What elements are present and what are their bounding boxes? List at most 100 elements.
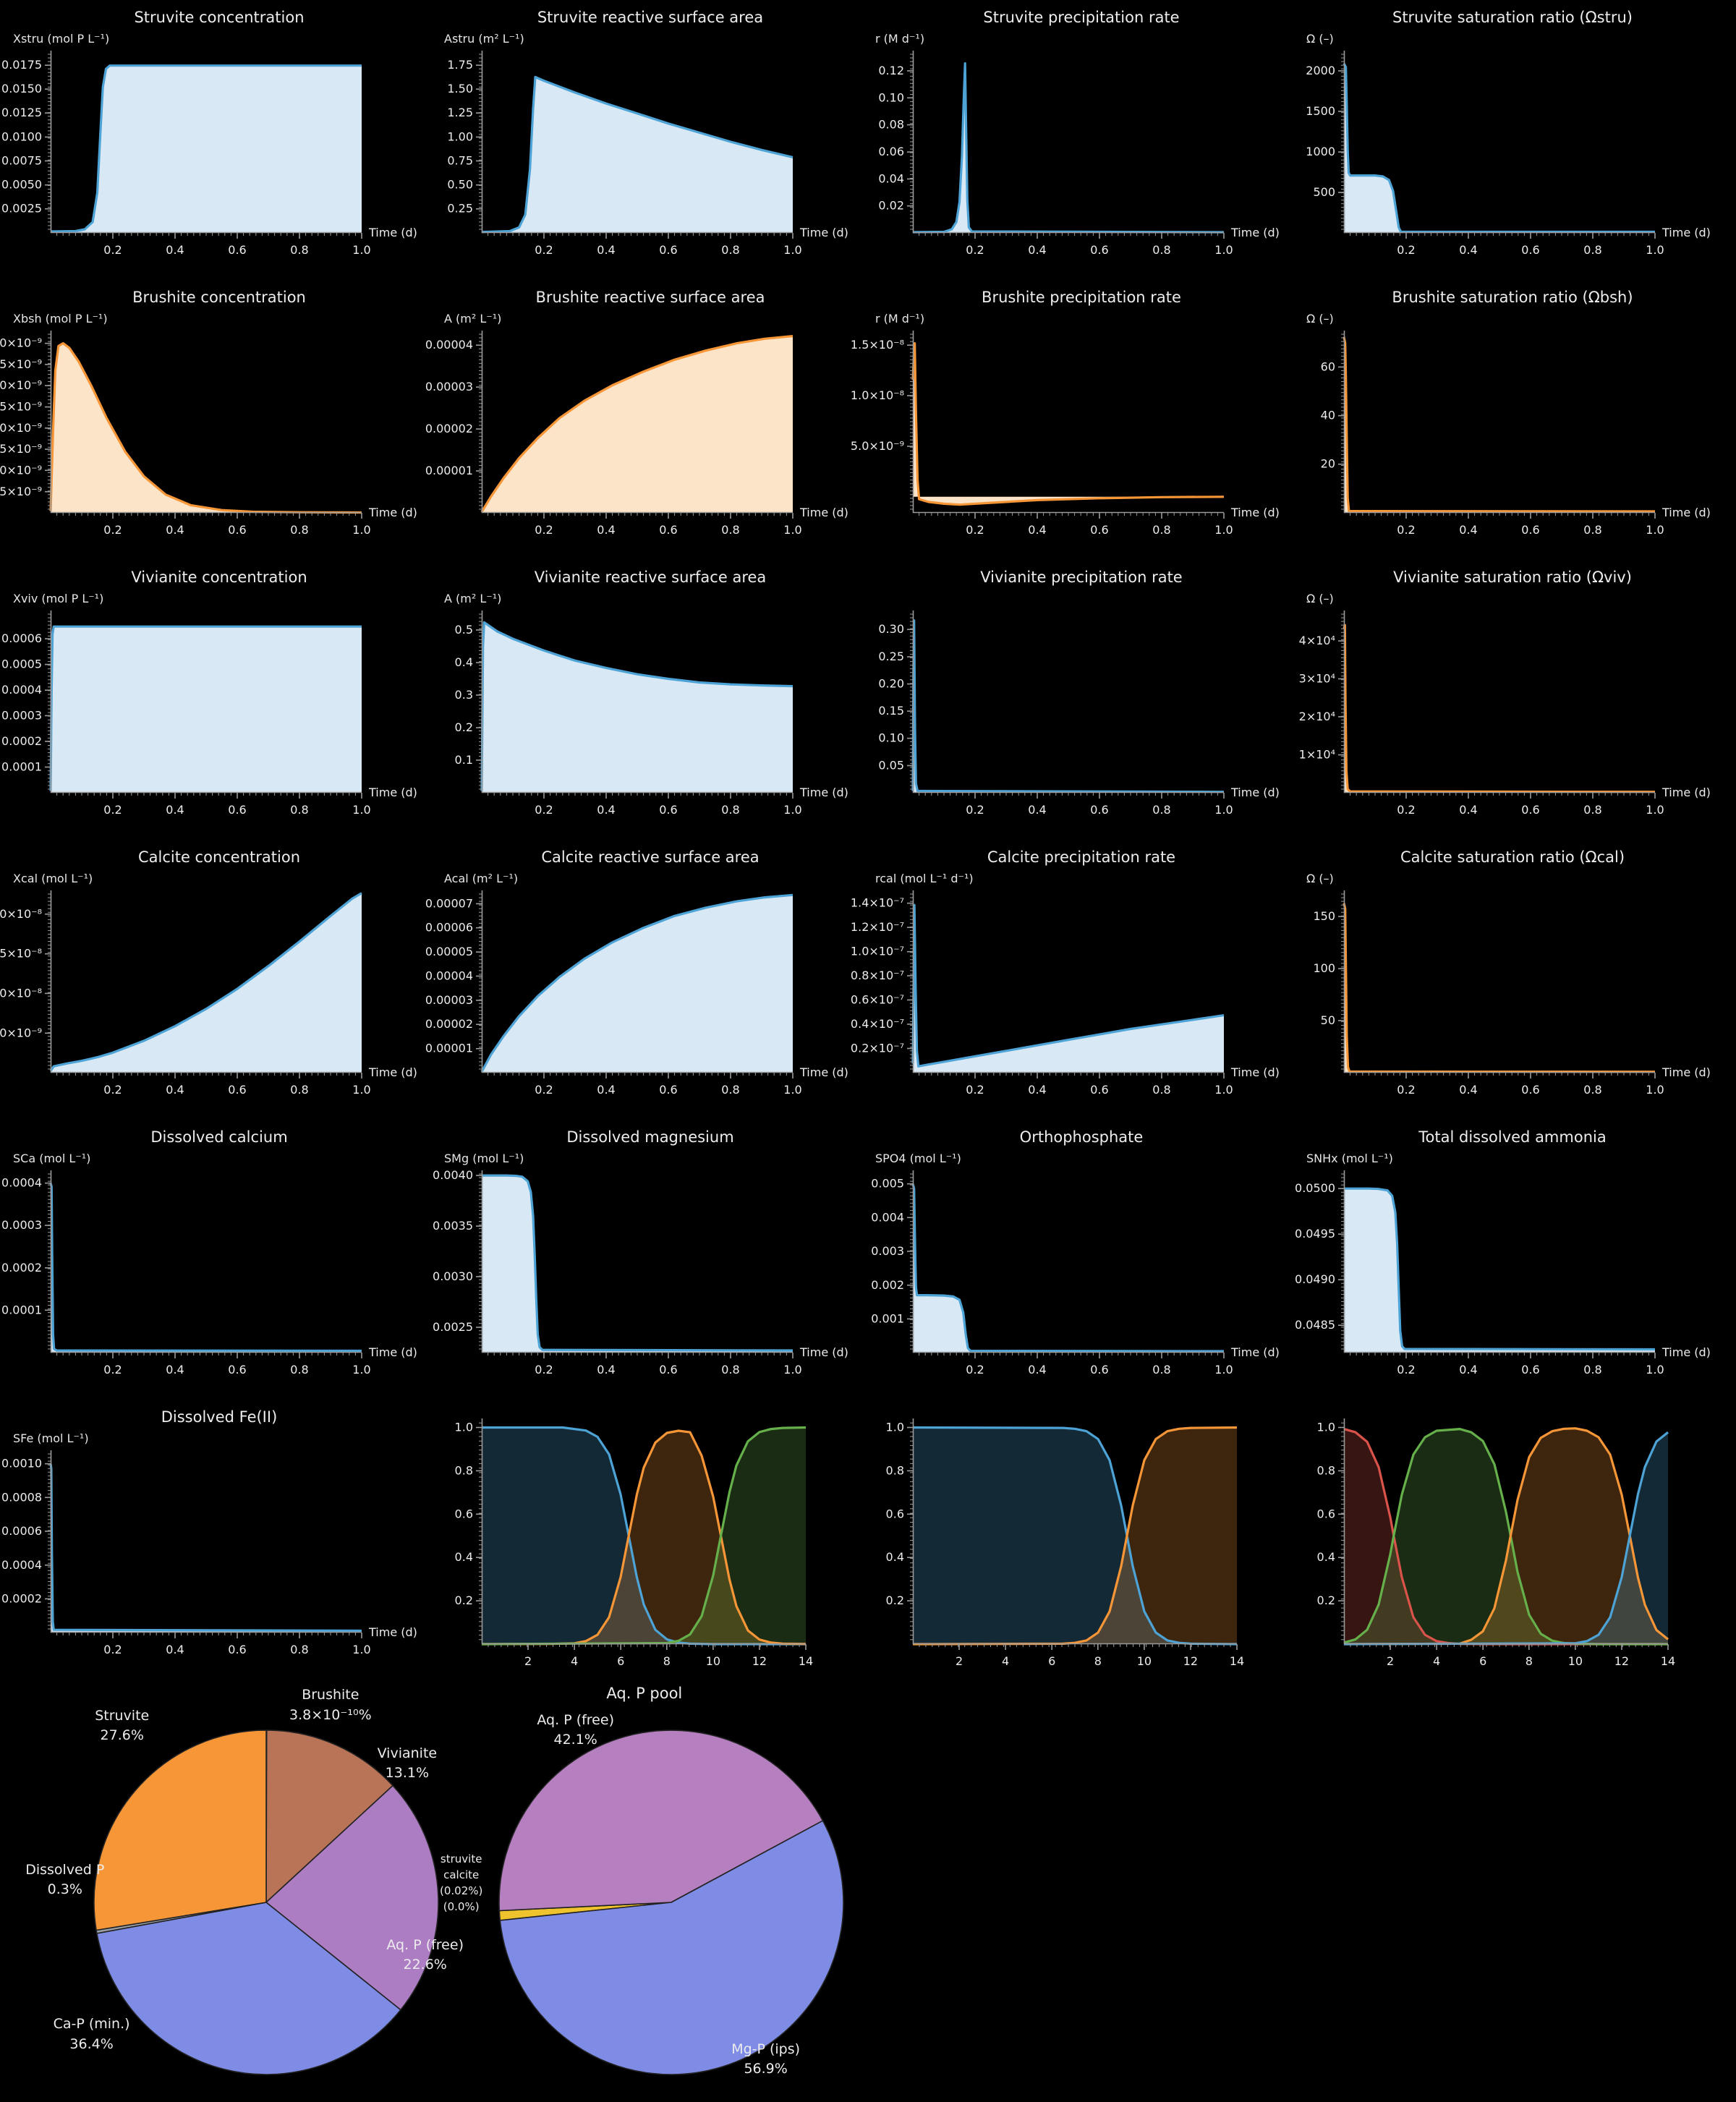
y-axis-label: SCa (mol L⁻¹): [13, 1152, 91, 1165]
x-tick-label: 1.0: [1214, 1363, 1233, 1376]
x-tick-label: 1.0: [1646, 523, 1664, 537]
y-tick-label: 0.2: [455, 1593, 473, 1607]
y-tick-label: 5.0×10⁻⁹: [0, 1026, 42, 1039]
y-tick-label: 0.0050: [1, 178, 42, 192]
y-tick-label: 0.0500: [1295, 1181, 1335, 1195]
y-tick-label: 0.06: [878, 145, 904, 158]
chart-canvas: 0.2 0.4 0.6 0.8 1.0 0.00007 0.00006 0.00005 0.00…: [425, 890, 848, 1097]
y-tick-label: 0.00004: [425, 969, 473, 982]
subplot-brushite-precipitation-rate: Brushite precipitation rate r (M d⁻¹) 0.2 0…: [851, 284, 1299, 564]
x-tick-label: 0.2: [535, 1363, 553, 1376]
chart-canvas: 0.2 0.4 0.6 0.8 1.0 1.5×10⁻⁸ 1.0×10⁻⁸ 5.0×10⁻⁹ T…: [851, 331, 1280, 537]
x-tick-label: 0.4: [166, 1363, 184, 1376]
x-tick-label: 0.2: [1397, 1083, 1415, 1097]
x-axis-label: Time (d): [368, 1345, 417, 1359]
x-tick-label: 0.2: [966, 1083, 984, 1097]
pie-label: Struvite 27.6%: [95, 1707, 150, 1744]
x-tick-label: 4: [1002, 1654, 1009, 1668]
y-tick-label: 0.2: [455, 720, 473, 734]
y-tick-label: 0.8: [886, 1463, 904, 1477]
pie-slice-aq-p-free-: [498, 1729, 824, 1912]
y-tick-label: 1.50: [447, 82, 473, 95]
x-axis-label: Time (d): [1661, 786, 1711, 799]
y-tick-label: 20: [1321, 457, 1335, 471]
y-tick-label: 0.0003: [1, 708, 42, 722]
x-tick-label: 8: [1094, 1654, 1102, 1668]
y-tick-label: 0.0125: [1, 106, 42, 119]
chart-title: Calcite precipitation rate: [987, 848, 1176, 866]
x-tick-label: 10: [1568, 1654, 1583, 1668]
y-tick-label: 2000: [1306, 64, 1335, 77]
x-tick-label: 0.6: [228, 803, 246, 817]
x-tick-label: 0.8: [721, 1083, 739, 1097]
chart-canvas: 2 4 6 8 10 12 14 1.0 0.8 0.6 0.4 0.2: [1317, 1418, 1675, 1668]
x-tick-label: 0.8: [1583, 1083, 1601, 1097]
pie-label: Dissolved P 0.3%: [25, 1861, 105, 1898]
x-tick-label: 1.0: [1646, 243, 1664, 257]
y-tick-label: 1.0×10⁻⁸: [0, 986, 42, 1000]
pie-title: Aq. P pool: [606, 1685, 683, 1702]
x-axis-label: Time (d): [799, 226, 848, 239]
x-axis-label: Time (d): [1230, 1065, 1280, 1079]
x-tick-label: 0.2: [103, 1643, 122, 1656]
subplot-vivianite-saturation-ratio: Vivianite saturation ratio (Ωviv) Ω (–) 0.…: [1299, 564, 1730, 844]
x-tick-label: 1.0: [1646, 1363, 1664, 1376]
y-tick-label: 0.2×10⁻⁷: [851, 1041, 904, 1055]
x-tick-label: 1.0: [783, 243, 801, 257]
y-tick-label: 2.0×10⁻⁹: [0, 421, 42, 435]
y-tick-label: 1.2×10⁻⁷: [851, 920, 904, 934]
x-tick-label: 6: [617, 1654, 624, 1668]
y-tick-label: 0.0075: [1, 153, 42, 167]
x-tick-label: 0.4: [597, 803, 615, 817]
chart-canvas: 0.2 0.4 0.6 0.8 1.0 1.4×10⁻⁷ 1.2×10⁻⁷ 1.0×10⁻⁷ 0…: [851, 890, 1280, 1097]
x-tick-label: 1.0: [352, 803, 370, 817]
y-tick-label: 0.0035: [433, 1219, 473, 1233]
x-tick-label: 1.0: [1646, 803, 1664, 817]
x-tick-label: 0.6: [1521, 243, 1539, 257]
pie-canvas: [93, 1729, 439, 2075]
x-axis-label: Time (d): [799, 1345, 848, 1359]
y-tick-label: 0.08: [878, 118, 904, 132]
y-tick-label: 0.0010: [1, 1457, 42, 1471]
chart-title: Struvite precipitation rate: [983, 9, 1180, 26]
y-tick-label: 1.75: [447, 58, 473, 72]
x-tick-label: 0.8: [290, 803, 308, 817]
pie-label: struvite calcite (0.02%) (0.0%): [440, 1852, 483, 1913]
x-tick-label: 0.2: [535, 523, 553, 537]
x-tick-label: 0.6: [659, 1363, 677, 1376]
pie-label: Brushite 3.8×10⁻¹⁰%: [289, 1687, 372, 1723]
y-tick-label: 0.4×10⁻⁷: [851, 1017, 904, 1031]
x-tick-label: 0.8: [1152, 1363, 1170, 1376]
x-tick-label: 0.6: [659, 1083, 677, 1097]
subplot-calcite-surface-area: Calcite reactive surface area Acal (m² L⁻…: [425, 844, 868, 1124]
x-tick-label: 0.4: [1459, 523, 1477, 537]
y-tick-label: 4×10⁴: [1299, 634, 1335, 647]
x-tick-label: 0.4: [166, 243, 184, 257]
y-tick-label: 0.10: [878, 731, 904, 745]
y-tick-label: 0.05: [878, 758, 904, 772]
x-axis-label: Time (d): [368, 226, 417, 239]
x-tick-label: 0.2: [966, 243, 984, 257]
y-tick-label: 0.0040: [433, 1168, 473, 1182]
x-tick-label: 0.2: [1397, 523, 1415, 537]
chart-title: Dissolved magnesium: [566, 1128, 734, 1146]
y-tick-label: 1.0: [886, 1420, 904, 1434]
y-tick-label: 0.0495: [1295, 1227, 1335, 1241]
y-tick-label: 1.0×10⁻⁹: [0, 463, 42, 477]
y-tick-label: 0.002: [871, 1278, 904, 1292]
x-tick-label: 6: [1048, 1654, 1055, 1668]
y-tick-label: 0.10: [878, 90, 904, 104]
x-tick-label: 0.8: [290, 1363, 308, 1376]
x-tick-label: 14: [1661, 1654, 1675, 1668]
x-tick-label: 12: [1614, 1654, 1629, 1668]
y-tick-label: 0.30: [878, 622, 904, 636]
y-tick-label: 0.50: [447, 178, 473, 192]
chart-title: Brushite precipitation rate: [982, 289, 1181, 306]
y-tick-label: 1×10⁴: [1299, 748, 1335, 762]
chart-canvas: 0.2 0.4 0.6 0.8 1.0 2.0×10⁻⁸ 1.5×10⁻⁸ 1.0×10⁻⁸ 5…: [0, 890, 417, 1097]
x-tick-label: 0.4: [166, 1643, 184, 1656]
y-tick-label: 0.75: [447, 153, 473, 167]
x-tick-label: 1.0: [352, 1363, 370, 1376]
y-tick-label: 0.0008: [1, 1490, 42, 1504]
x-tick-label: 0.4: [1459, 243, 1477, 257]
